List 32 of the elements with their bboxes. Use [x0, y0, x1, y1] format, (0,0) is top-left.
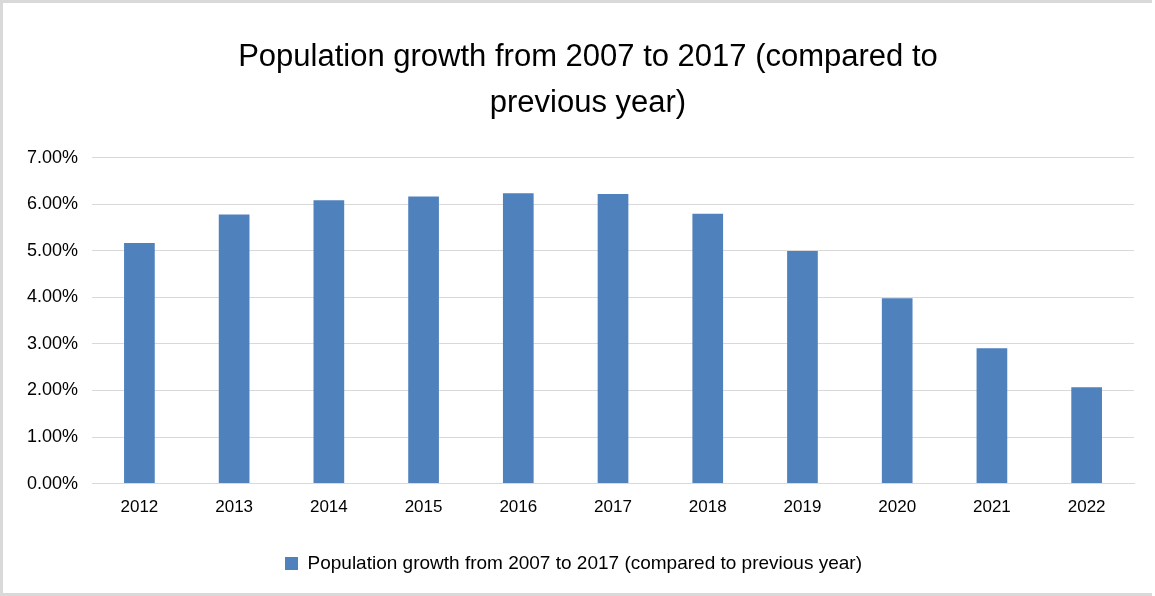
y-tick-label: 5.00% — [26, 239, 79, 260]
bar — [692, 213, 724, 484]
bar — [787, 250, 818, 484]
chart-title: Population growth from 2007 to 2017 (compared to previous year) — [237, 37, 939, 121]
bar — [976, 348, 1008, 484]
bar — [408, 196, 439, 484]
x-tick-label: 2016 — [499, 497, 538, 517]
y-tick-label: 1.00% — [26, 426, 79, 447]
y-tick-label: 2.00% — [26, 379, 79, 400]
x-tick-label: 2022 — [1067, 497, 1106, 517]
bar — [124, 242, 155, 484]
x-tick-label: 2012 — [120, 497, 159, 517]
x-tick-label: 2014 — [309, 497, 348, 517]
y-tick-label: 3.00% — [26, 332, 79, 353]
x-tick-label: 2020 — [878, 497, 917, 517]
x-tick-label: 2018 — [688, 497, 727, 517]
x-tick-label: 2017 — [594, 497, 632, 517]
bar — [1071, 387, 1102, 484]
x-tick-label: 2015 — [404, 497, 443, 517]
bar — [597, 194, 629, 484]
x-tick-label: 2019 — [783, 497, 822, 517]
y-tick-label: 7.00% — [26, 146, 79, 167]
y-tick-label: 0.00% — [26, 472, 79, 493]
y-tick-label: 6.00% — [26, 193, 79, 214]
x-tick-label: 2021 — [973, 497, 1011, 517]
x-tick-label: 2013 — [215, 497, 254, 517]
bar — [218, 214, 250, 484]
bar — [313, 200, 345, 484]
y-tick-label: 4.00% — [26, 286, 79, 307]
bar — [502, 193, 534, 484]
legend-label: Population growth from 2007 to 2017 (compared to previous year) — [307, 551, 862, 573]
bar — [881, 298, 913, 484]
